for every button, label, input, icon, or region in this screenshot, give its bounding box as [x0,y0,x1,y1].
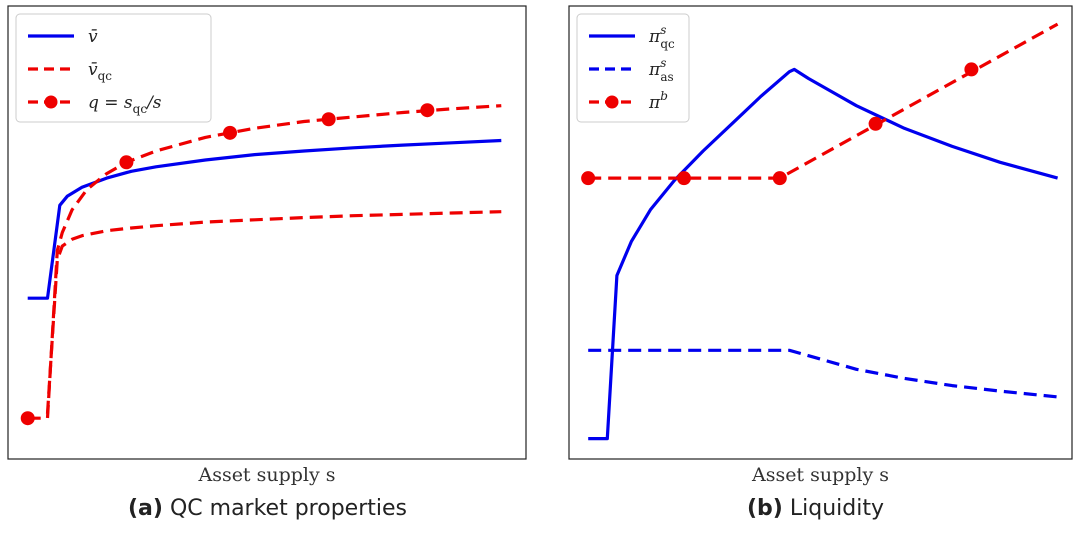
series-2-marker-3 [321,112,336,127]
legend-label-1: πs as [648,56,674,84]
caption-a-tag: (a) [128,496,163,521]
caption-b-tag: (b) [747,496,783,521]
series-line-2 [27,104,502,420]
series-line-1 [588,348,1058,399]
series-2-marker-0 [20,411,35,426]
plot-area [581,22,1059,441]
legend-label-0: v̄ [88,27,98,47]
caption-a: (a) QC market properties [128,496,407,521]
series-2-marker-4 [420,103,435,118]
legend-label-0: πs qc [648,23,675,51]
caption-a-text: QC market properties [169,496,407,521]
series-2-marker-4 [964,62,979,77]
caption-b-text: Liquidity [789,496,884,521]
chart-liquidity: πs qc πs as πb Asset supply s [568,5,1073,486]
series-line-2 [588,22,1059,180]
series-2-marker-2 [223,125,237,140]
chart-qc-market-properties: v̄ v̄qc q = sqc/s Asset supply s [7,5,527,486]
legend-marker-2 [44,95,58,109]
legend-label-2: πb [648,89,668,113]
chart-panel-qc-market: v̄ v̄qc q = sqc/s Asset supply s [0,0,535,543]
caption-b: (b) Liquidity [747,496,884,521]
series-2-marker-3 [868,116,883,131]
x-axis-label: Asset supply s [751,464,889,486]
x-axis-label: Asset supply s [197,464,335,486]
series-line-1 [45,210,502,414]
axes-frame [7,5,527,460]
legend-label-1: v̄qc [88,60,112,83]
series-2-marker-1 [119,155,134,170]
legend-box [15,13,212,123]
series-2-marker-2 [772,171,787,186]
series-2-marker-1 [676,171,691,186]
plot-area [20,103,502,426]
legend-marker-2 [605,95,619,109]
chart-panel-liquidity: πs qc πs as πb Asset supply s [560,0,1079,543]
legend-box [576,13,690,123]
series-line-0 [588,67,1059,441]
legend: v̄ v̄qc q = sqc/s [15,13,212,123]
series-2-marker-0 [581,171,596,186]
legend: πs qc πs as πb [576,13,690,123]
series-line-0 [27,138,502,300]
axes-frame [568,5,1073,460]
legend-label-2: q = sqc/s [88,93,162,116]
